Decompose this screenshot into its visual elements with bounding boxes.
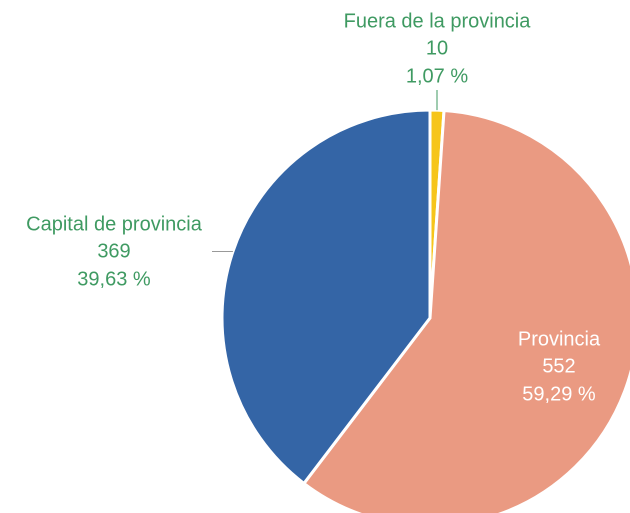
pie-slice xyxy=(301,108,630,513)
pie-slice xyxy=(220,108,432,486)
slice-value: 552 xyxy=(542,355,575,377)
slice-percent: 39,63 % xyxy=(77,268,151,290)
slice-value: 10 xyxy=(426,37,448,59)
slice-label: Capital de provincia xyxy=(26,213,203,235)
slice-percent: 59,29 % xyxy=(522,383,596,405)
slice-percent: 1,07 % xyxy=(406,65,468,87)
slice-label: Fuera de la provincia xyxy=(344,10,532,32)
slice-label: Provincia xyxy=(518,328,601,350)
slice-value: 369 xyxy=(97,240,130,262)
